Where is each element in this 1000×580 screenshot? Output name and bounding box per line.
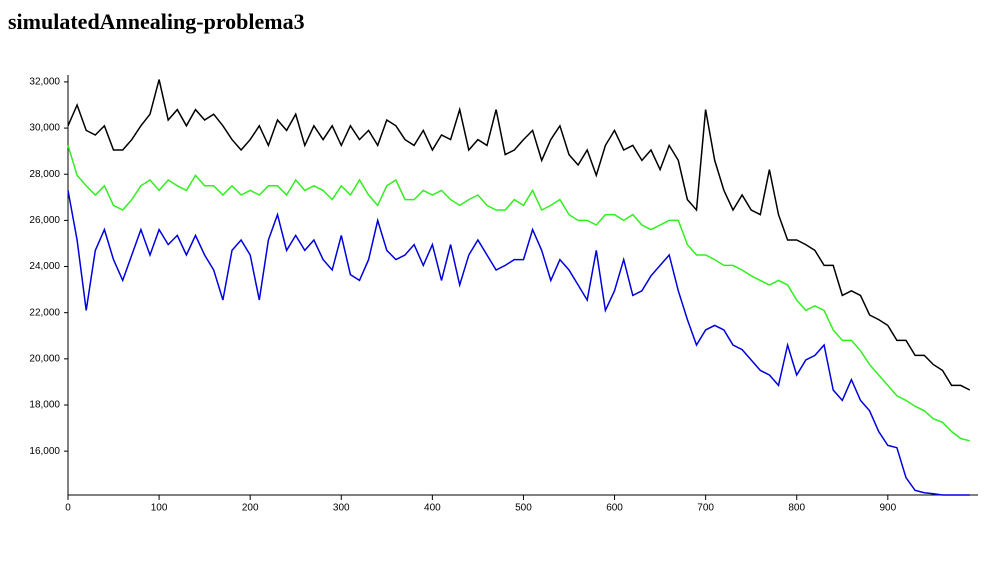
y-tick-label: 32,000 (29, 77, 60, 88)
chart-title: simulatedAnnealing-problema3 (8, 9, 305, 34)
y-tick-label: 20,000 (29, 353, 60, 364)
x-tick-label: 0 (65, 503, 71, 514)
y-tick-label: 26,000 (29, 215, 60, 226)
x-tick-label: 800 (788, 503, 805, 514)
line-series (67, 190, 970, 496)
x-tick-label: 200 (242, 503, 259, 514)
line-series (67, 145, 970, 442)
y-tick-label: 22,000 (29, 307, 60, 318)
x-tick-label: 700 (697, 503, 714, 514)
y-tick-label: 18,000 (29, 400, 60, 411)
x-tick-label: 400 (424, 503, 441, 514)
x-tick-label: 900 (879, 503, 896, 514)
x-tick-label: 300 (333, 503, 350, 514)
y-tick-label: 30,000 (29, 123, 60, 134)
line-series (67, 79, 971, 391)
x-tick-label: 600 (606, 503, 623, 514)
x-tick-label: 500 (515, 503, 532, 514)
x-tick-label: 100 (151, 503, 168, 514)
y-tick-label: 16,000 (29, 446, 60, 457)
y-tick-label: 28,000 (29, 169, 60, 180)
y-tick-label: 24,000 (29, 261, 60, 272)
